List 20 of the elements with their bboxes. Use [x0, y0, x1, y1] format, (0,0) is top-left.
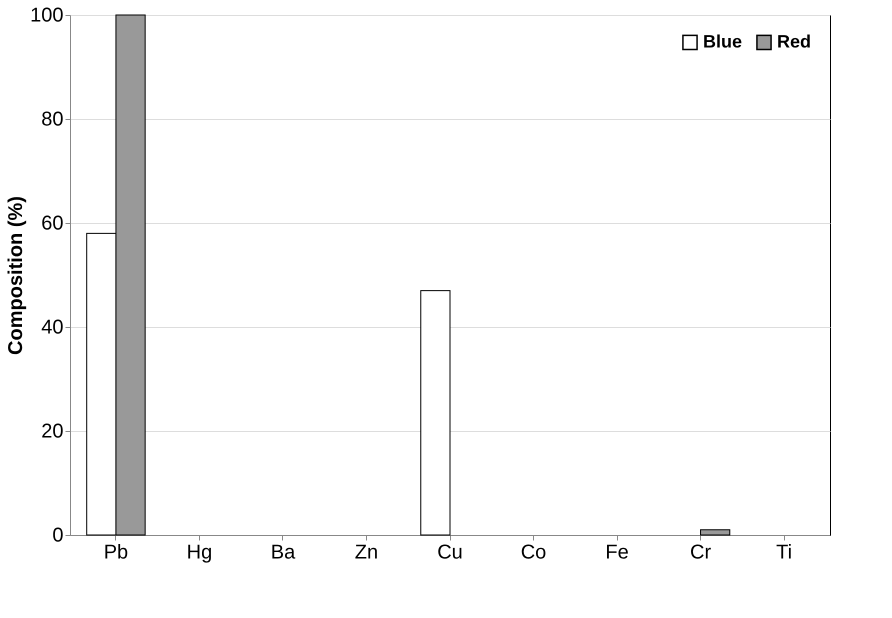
x-tick-label: Cu — [437, 542, 463, 564]
x-tick-label: Co — [520, 542, 546, 564]
bar — [420, 290, 450, 536]
legend-label: Blue — [703, 31, 742, 52]
x-tick-label: Ti — [776, 542, 792, 564]
y-tick-label: 100 — [30, 4, 64, 26]
x-tick-label: Cr — [690, 542, 712, 564]
bar — [700, 529, 730, 536]
y-tick-label: 80 — [41, 108, 64, 130]
x-tick-label: Hg — [186, 542, 212, 564]
legend-label: Red — [777, 31, 812, 52]
y-tick-label: 0 — [52, 524, 64, 546]
x-tick-label: Pb — [104, 542, 128, 564]
x-tick-label: Fe — [605, 542, 629, 564]
y-tick-label: 40 — [41, 316, 64, 338]
x-tick-label: Zn — [354, 542, 378, 564]
x-tick-label: Ba — [270, 542, 296, 564]
y-tick-label: 60 — [41, 212, 64, 234]
y-axis-title: Composition (%) — [5, 196, 28, 355]
y-tick-label: 20 — [41, 420, 64, 442]
